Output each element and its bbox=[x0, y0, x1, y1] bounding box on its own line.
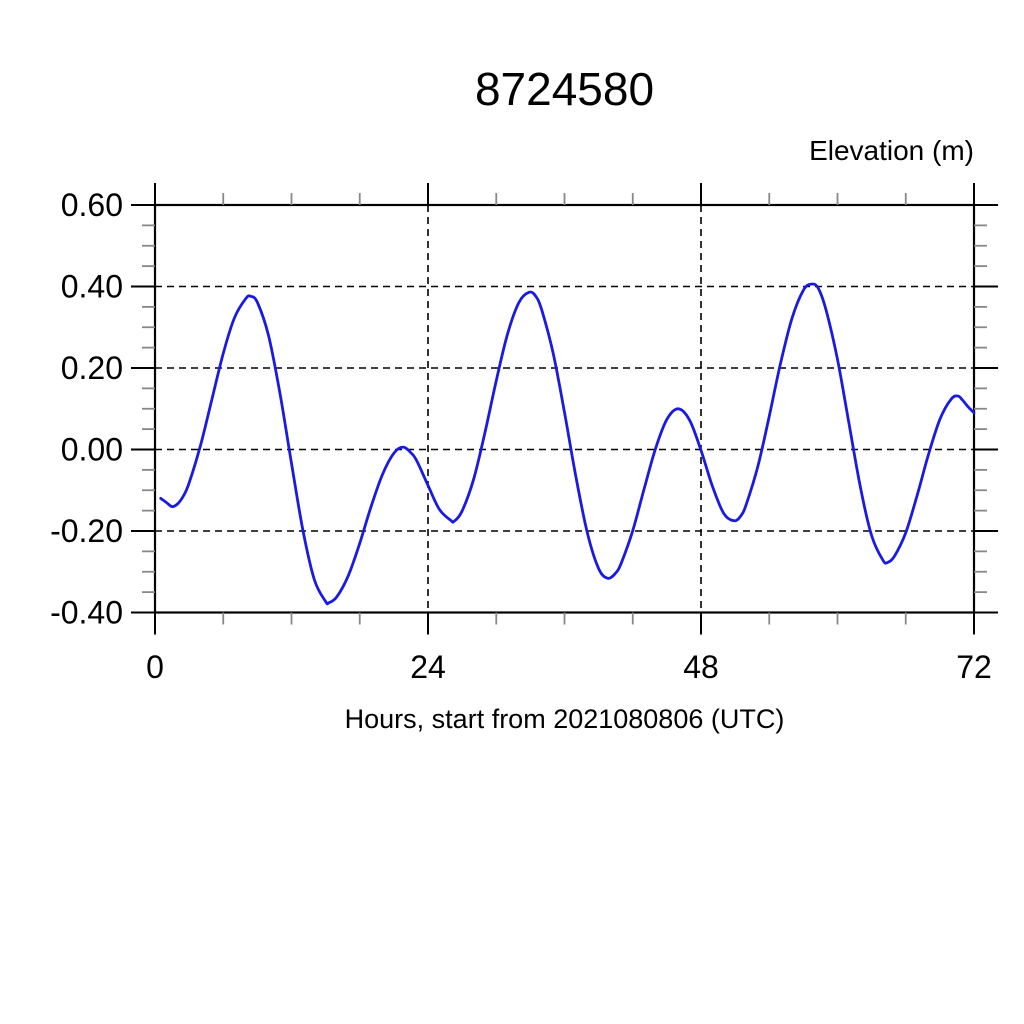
y-tick-label: -0.20 bbox=[50, 513, 123, 549]
x-tick-label: 72 bbox=[956, 649, 992, 685]
y-tick-label: 0.00 bbox=[61, 432, 123, 468]
y-tick-label: -0.40 bbox=[50, 595, 123, 631]
x-axis-title: Hours, start from 2021080806 (UTC) bbox=[344, 704, 785, 734]
y-tick-label: 0.40 bbox=[61, 269, 123, 305]
x-tick-label: 24 bbox=[410, 649, 446, 685]
y-tick-label: 0.20 bbox=[61, 350, 123, 386]
y-tick-label: 0.60 bbox=[61, 187, 123, 223]
x-tick-label: 0 bbox=[146, 649, 164, 685]
x-tick-label: 48 bbox=[683, 649, 719, 685]
y-axis-title: Elevation (m) bbox=[809, 135, 974, 166]
chart-title: 8724580 bbox=[474, 63, 655, 115]
elevation-line bbox=[159, 282, 976, 606]
